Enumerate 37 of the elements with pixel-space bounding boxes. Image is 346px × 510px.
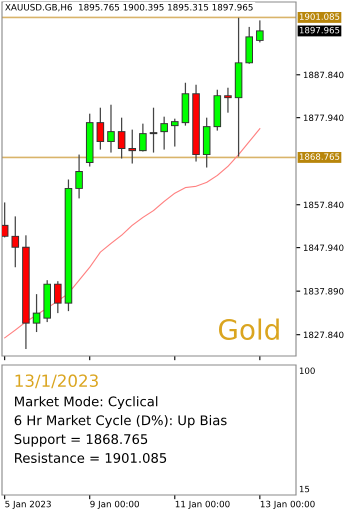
text: 13/1/2023 (16, 374, 98, 388)
candlestick (32, 294, 40, 333)
text: Support = 1868.765 (14, 434, 148, 447)
candlestick (12, 216, 20, 268)
text: 6 Hr Market Cycle (D%): Up Bias (14, 415, 227, 428)
text: Market Mode: Cyclical (15, 396, 158, 409)
category-label: 9 Jan 00:00 (90, 500, 139, 509)
candlestick (2, 202, 8, 238)
text: 100 (300, 367, 315, 374)
candlestick (54, 280, 62, 314)
text: 15 (300, 486, 310, 492)
category-label: 5 Jan 2023 (5, 500, 51, 509)
candlestick (107, 104, 115, 154)
y-tick-label: 1827.840 (304, 332, 344, 338)
category-label: 13 Jan 00:00 (260, 500, 315, 509)
annotation: Gold (218, 318, 279, 340)
chart-title: XAUUSD.GB,H6 1895.765 1900.395 1895.315 1897.965 (5, 4, 253, 12)
candlestick (150, 107, 158, 154)
candlestick (96, 107, 104, 150)
text: 1897.965 (300, 26, 340, 34)
text: Resistance = 1901.085 (15, 452, 166, 463)
y-tick-label: 1847.940 (304, 244, 344, 252)
candlestick (75, 154, 83, 200)
y-tick-label: 1877.940 (304, 114, 344, 122)
category-label: 11 Jan 00:00 (176, 500, 230, 509)
y-tick-label: 1857.840 (304, 202, 344, 208)
candlestick (171, 118, 179, 148)
candlestick (139, 123, 147, 152)
y-tick-label: 1887.840 (304, 72, 344, 78)
candlestick (224, 87, 232, 114)
candlestick (118, 117, 126, 160)
ref-line-label: 1901.085 (300, 13, 340, 20)
candlestick (128, 128, 136, 164)
candlestick (160, 116, 168, 150)
y-tick-label: 1837.890 (304, 288, 344, 295)
ref-line-label: 1868.765 (300, 153, 340, 160)
candlestick (256, 20, 264, 44)
